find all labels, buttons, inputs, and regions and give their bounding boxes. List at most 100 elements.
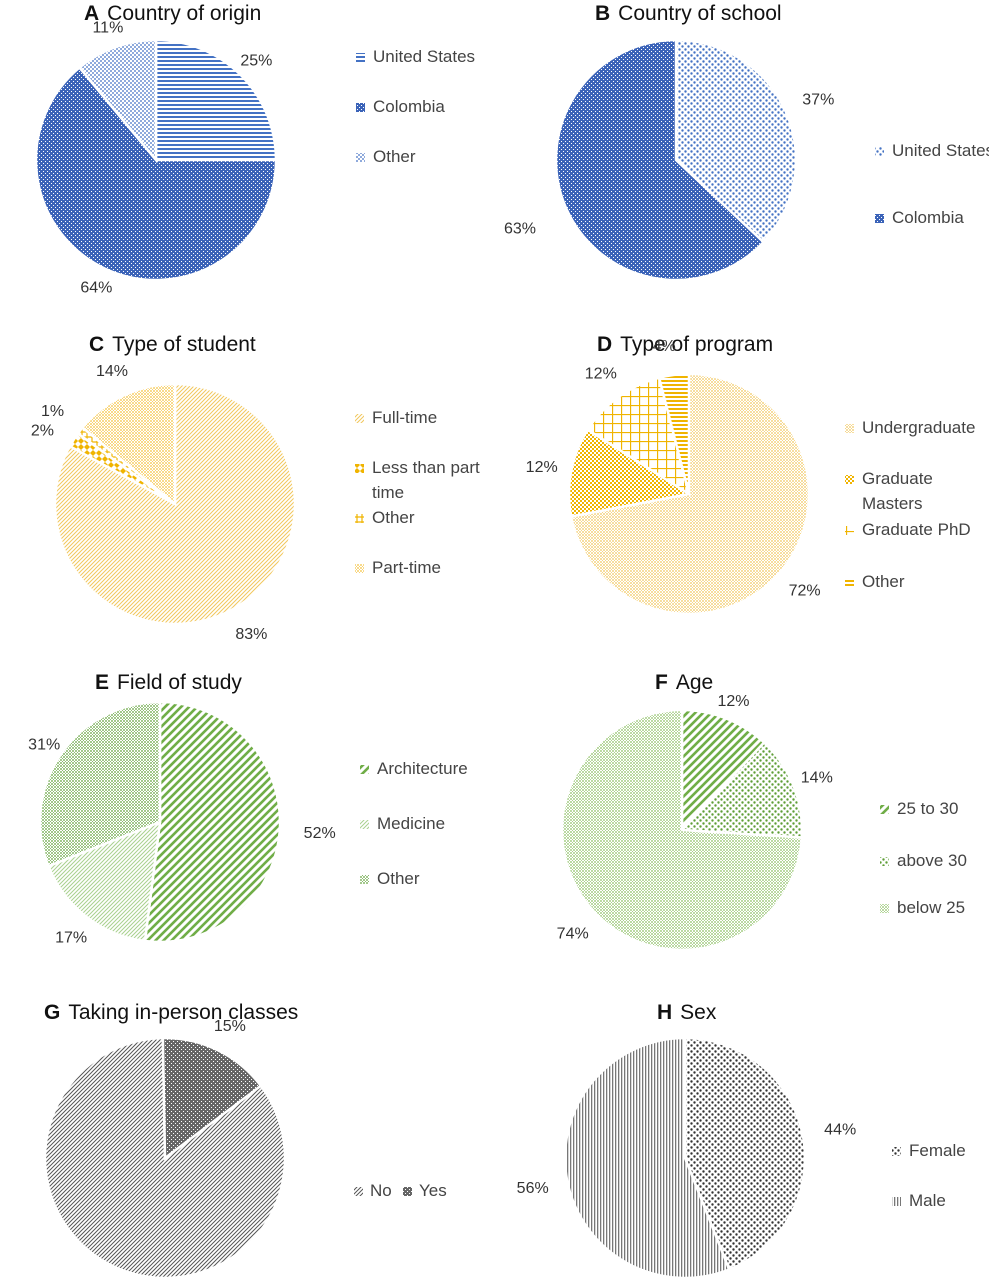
- legend-label: above 30: [897, 851, 967, 870]
- data-label: 12%: [526, 459, 558, 476]
- pie-slice-graduate-masters: [567, 427, 693, 518]
- panel-title-text: Type of program: [620, 333, 773, 356]
- pie-chart-c: C Type of student 83% 2% 1% 14% Full-time Less …: [31, 333, 480, 643]
- legend-swatch: [875, 147, 884, 156]
- pie-slice-graduate-phd: [585, 376, 691, 497]
- legend-swatch: [892, 1197, 901, 1206]
- data-label: 31%: [28, 736, 60, 753]
- data-label: 1%: [41, 403, 64, 420]
- legend-label: United States: [892, 141, 989, 160]
- pie-slice-medicine: [46, 820, 162, 943]
- data-label: 52%: [304, 825, 336, 842]
- panel-title-text: Country of school: [618, 2, 781, 25]
- panel-title-text: Taking in-person classes: [68, 1001, 298, 1024]
- panel-title-text: Country of origin: [107, 2, 261, 25]
- pie-slice-below-25: [560, 708, 804, 952]
- pie-chart-a: A Country of origin 25% 64% 11% United States…: [34, 2, 475, 297]
- pie-slice-other: [38, 700, 162, 868]
- pie-slice-above-30: [679, 740, 804, 839]
- pie-slice-part-time: [80, 382, 177, 507]
- pie-slice-architecture: [143, 700, 282, 944]
- legend-swatch: [355, 414, 364, 423]
- chart-title: H Sex: [657, 1001, 717, 1024]
- legend-swatch: [403, 1187, 412, 1196]
- legend-swatch: [880, 805, 889, 814]
- legend-label: Other: [372, 508, 415, 527]
- legend-swatch: [880, 857, 889, 866]
- legend-swatch: [356, 103, 365, 112]
- data-label: 14%: [801, 770, 833, 787]
- data-label: 17%: [55, 930, 87, 947]
- legend-swatch: [892, 1147, 901, 1156]
- chart-title: E Field of study: [95, 671, 242, 694]
- data-label: 64%: [80, 280, 112, 297]
- panel-letter: B: [595, 2, 610, 25]
- pie-slice-united-states: [154, 38, 278, 162]
- legend-label: Graduate Masters: [862, 469, 933, 513]
- legend-label: Architecture: [377, 759, 468, 778]
- data-label: 15%: [214, 1018, 246, 1035]
- legend-swatch: [360, 820, 369, 829]
- data-label: 44%: [824, 1121, 856, 1138]
- data-label: 12%: [585, 366, 617, 383]
- legend-label: Medicine: [377, 814, 445, 833]
- legend-label: Less than part time: [372, 458, 480, 502]
- panel-letter: H: [657, 1001, 672, 1024]
- pie-slice-25-to-30: [680, 708, 766, 834]
- pie-slice-united-states: [674, 38, 798, 244]
- chart-title: F Age: [655, 671, 713, 694]
- data-label: 4%: [653, 338, 676, 355]
- legend-label: Graduate PhD: [862, 520, 971, 539]
- legend-label: Colombia: [373, 97, 445, 116]
- chart-title: D Type of program: [597, 333, 773, 356]
- legend-swatch: [845, 578, 854, 587]
- panel-title-text: Sex: [680, 1001, 717, 1024]
- legend-swatch: [360, 765, 369, 774]
- legend-label: United States: [373, 47, 475, 66]
- legend-swatch: [356, 153, 365, 162]
- chart-title: C Type of student: [89, 333, 256, 356]
- panel-letter: F: [655, 671, 668, 694]
- pie-slice-other: [657, 372, 691, 495]
- pie-chart-b: B Country of school 37% 63% United States Col…: [504, 2, 989, 282]
- legend-label: Male: [909, 1191, 946, 1210]
- panel-letter: E: [95, 671, 109, 694]
- legend-swatch: [875, 214, 884, 223]
- panel-letter: G: [44, 1001, 60, 1024]
- data-label: 56%: [517, 1180, 549, 1197]
- pie-slice-female: [683, 1036, 807, 1272]
- data-label: 11%: [92, 19, 123, 36]
- pie-slice-male: [563, 1036, 731, 1280]
- legend-swatch: [355, 464, 364, 473]
- legend-label: Other: [377, 869, 420, 888]
- legend-label: Female: [909, 1141, 966, 1160]
- legend-label: below 25: [897, 898, 965, 917]
- panel-letter: A: [84, 2, 99, 25]
- data-label: 25%: [240, 53, 272, 70]
- panel-title-text: Type of student: [112, 333, 256, 356]
- legend-swatch: [356, 53, 365, 62]
- panel-letter: C: [89, 333, 104, 356]
- legend-swatch: [355, 514, 364, 523]
- pie-slice-colombia: [34, 65, 278, 282]
- data-label: 12%: [717, 693, 749, 710]
- pie-chart-e: E Field of study 52% 17% 31% Architecture Medi…: [28, 671, 468, 947]
- legend-label: Other: [862, 572, 905, 591]
- legend-swatch: [355, 564, 364, 573]
- pie-slice-other: [77, 38, 158, 164]
- chart-title: G Taking in-person classes: [44, 1001, 298, 1024]
- chart-title: B Country of school: [595, 2, 782, 25]
- legend-label: Full-time: [372, 408, 437, 427]
- pie-chart-h: H Sex 44% 56% Female Male: [517, 1001, 966, 1280]
- legend-swatch: [880, 904, 889, 913]
- legend-swatch: [845, 526, 854, 535]
- legend-label: Undergraduate: [862, 418, 975, 437]
- pie-chart-d: D Type of program 72% 12% 12% 4% Undergraduate…: [526, 333, 975, 616]
- legend-swatch: [845, 424, 854, 433]
- data-label: 14%: [96, 363, 128, 380]
- data-label: 63%: [504, 221, 536, 238]
- panel-title-text: Field of study: [117, 671, 242, 694]
